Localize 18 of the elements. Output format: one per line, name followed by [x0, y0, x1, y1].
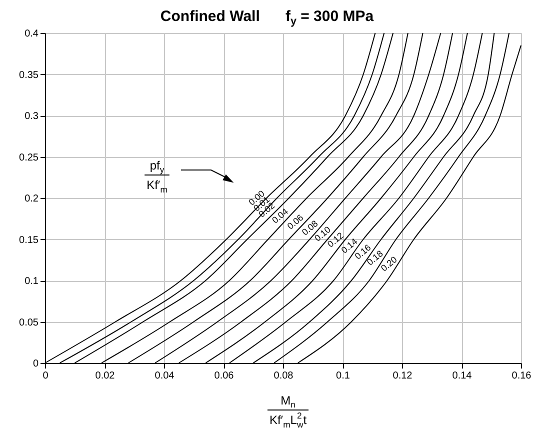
y-tick-label: 0.3 [24, 111, 39, 122]
x-tick-label: 0.08 [274, 370, 294, 382]
x-tick-label: 0 [42, 370, 49, 382]
x-tick-label: 0.1 [336, 370, 350, 382]
y-tick-label: 0.05 [19, 317, 39, 328]
x-tick-label: 0.12 [392, 370, 413, 382]
y-tick-label: 0.15 [19, 234, 39, 246]
x-tick-label: 0.06 [214, 370, 234, 382]
x-tick-label: 0.02 [95, 370, 116, 382]
y-tick-label: 0.35 [19, 70, 39, 81]
x-tick-label: 0.14 [452, 370, 472, 382]
y-tick-label: 0 [32, 358, 39, 370]
x-tick-label: 0.04 [154, 370, 175, 382]
y-tick-label: 0.2 [24, 194, 39, 204]
y-tick-label: 0.4 [24, 28, 39, 40]
y-tick-label: 0.25 [19, 152, 39, 164]
y-tick-label: 0.1 [24, 276, 39, 287]
x-tick-label: 0.16 [512, 370, 532, 382]
